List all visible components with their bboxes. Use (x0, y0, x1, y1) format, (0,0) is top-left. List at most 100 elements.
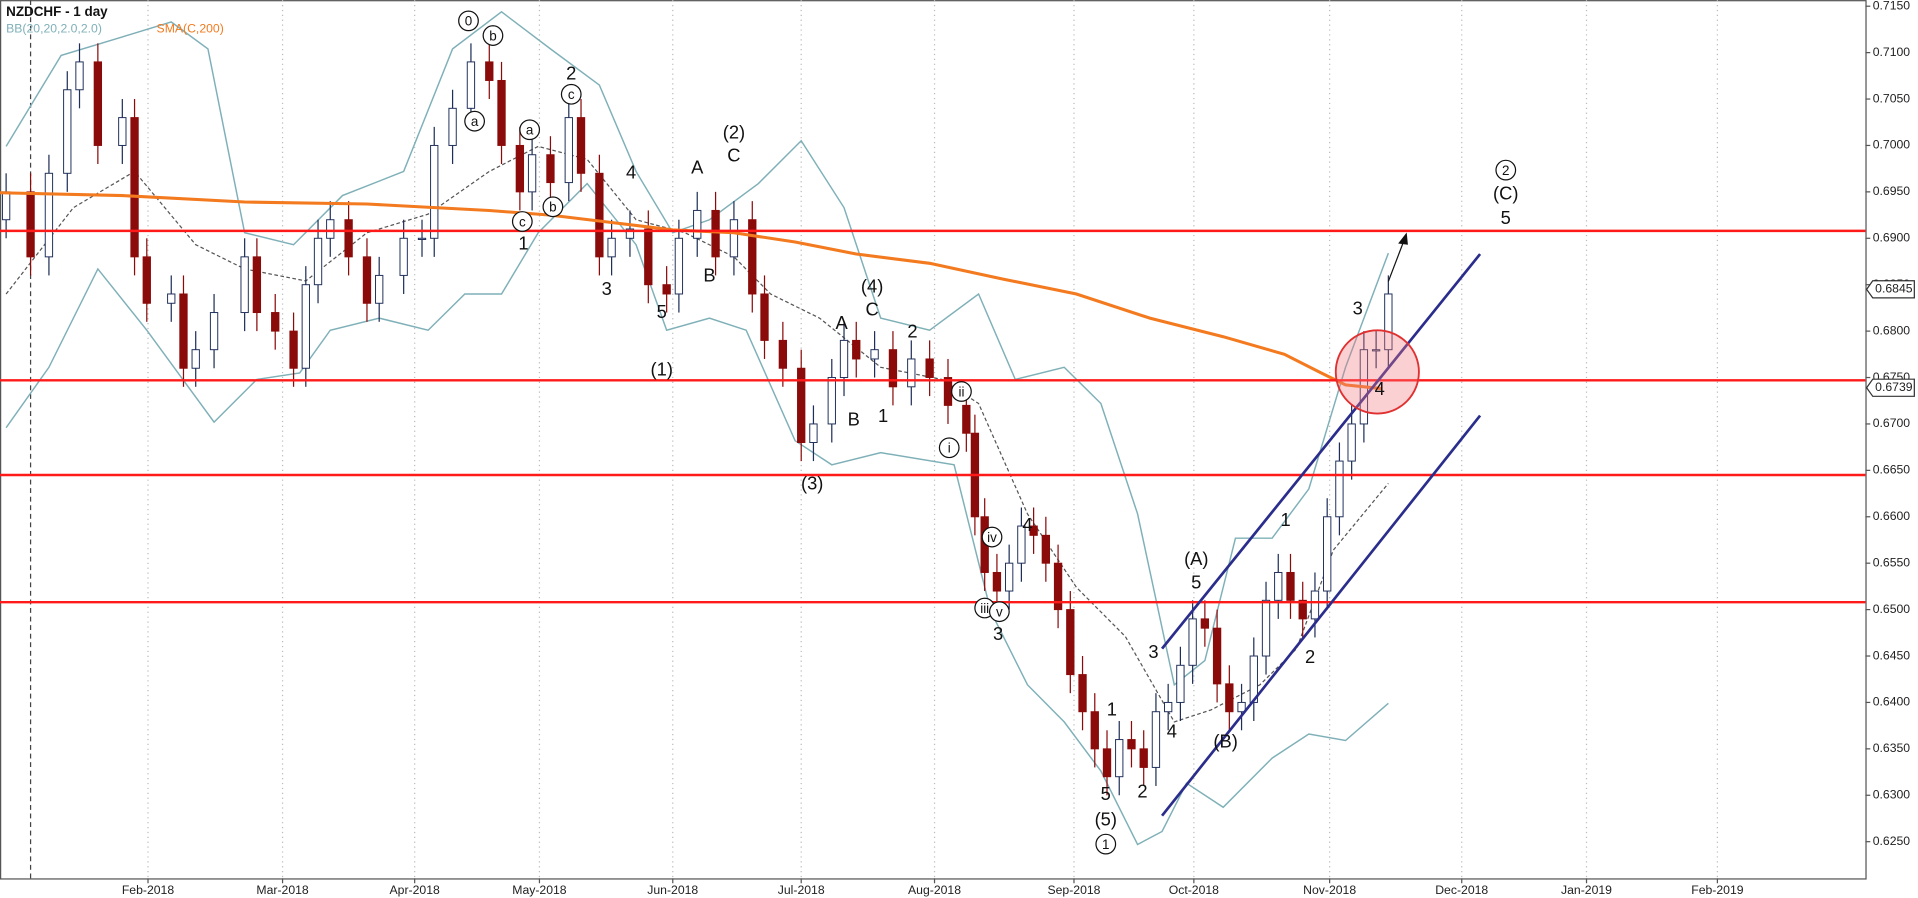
candle-body (63, 89, 72, 174)
candle-body (1371, 349, 1381, 352)
wave-label: 5 (657, 301, 667, 322)
x-tick-label: Jan-2019 (1561, 883, 1612, 897)
candle-body (1029, 525, 1038, 536)
candle-body (118, 117, 127, 146)
wave-label-circle (542, 196, 564, 218)
wave-label: (A) (1184, 548, 1208, 569)
candle-body (1017, 525, 1026, 564)
candle-body (191, 349, 200, 369)
wave-label: 4 (1022, 514, 1032, 535)
bollinger-upper (5, 10, 1390, 687)
wave-label-circle (458, 10, 479, 32)
candle-body (1066, 609, 1075, 676)
candle-body (1053, 562, 1063, 611)
candle-body (1212, 627, 1222, 685)
candle-body (607, 237, 616, 258)
candle-body (662, 284, 671, 295)
wave-label: a (526, 123, 534, 138)
price-marker: 0.6845 (1865, 280, 1915, 299)
wave-label: 1 (1107, 699, 1117, 720)
chart-title: NZDCHF - 1 day (6, 4, 108, 19)
wave-label-circle (519, 119, 541, 141)
wave-label: 1 (1280, 509, 1290, 530)
candle-body (1115, 739, 1124, 778)
wave-label-circle (1495, 159, 1517, 181)
y-tick-label: 0.6900 (1873, 231, 1911, 245)
wave-label: 3 (1353, 297, 1363, 318)
wave-label: 0 (465, 14, 472, 29)
channel-line (1161, 253, 1482, 650)
legend-entry: SMA(C,200) (157, 22, 224, 36)
wave-label-circle (464, 110, 486, 132)
candle-body (399, 237, 408, 276)
candle-body (797, 367, 806, 443)
wave-label: b (549, 200, 556, 215)
candle-body (485, 61, 494, 81)
candle-body (344, 219, 353, 258)
y-tick-label: 0.7050 (1873, 91, 1911, 105)
candle-body (1286, 571, 1295, 601)
candle-body (1041, 534, 1051, 564)
candle-body (167, 293, 176, 304)
y-tick-label: 0.7000 (1873, 138, 1911, 152)
candle-body (576, 117, 586, 174)
candle-body (1, 191, 11, 221)
candle-body (466, 61, 476, 109)
candle-body (546, 154, 555, 184)
wave-label: (5) (1095, 809, 1117, 830)
wave-label: 3 (602, 278, 612, 299)
plot-frame (0, 0, 1867, 880)
wave-label: A (691, 157, 704, 178)
candle-body (515, 144, 525, 193)
candle-body (527, 154, 537, 193)
candle-body (240, 256, 249, 314)
candle-body (75, 61, 84, 91)
wave-label: 2 (907, 321, 917, 342)
candle-body (1151, 711, 1161, 768)
wave-label: 4 (626, 162, 636, 183)
candle-body (729, 219, 739, 258)
wave-label-circle (951, 381, 972, 402)
candle-body (1139, 748, 1148, 768)
candle-body (301, 284, 310, 369)
wave-label: 5 (1501, 207, 1511, 228)
highlight-circle (1334, 329, 1420, 415)
wave-label-circle (988, 601, 1010, 623)
candle-body (644, 228, 653, 286)
wave-label: 3 (993, 623, 1003, 644)
candle-body (870, 349, 879, 360)
x-tick-label: Apr-2018 (390, 883, 440, 897)
candle-body (1102, 748, 1112, 778)
wave-label-circle (560, 83, 582, 105)
wave-label: A (835, 312, 848, 333)
candle-body (1188, 618, 1197, 666)
candle-body (827, 377, 836, 425)
x-tick-label: Mar-2018 (256, 883, 308, 897)
wave-label: 2 (566, 63, 576, 84)
wave-label: 5 (1101, 783, 1111, 804)
wave-label: 3 (1148, 641, 1158, 662)
wave-label: b (489, 28, 496, 43)
candle-body (26, 191, 35, 258)
wave-label: 2 (1502, 163, 1509, 178)
wave-label: C (727, 144, 740, 165)
candle-body (907, 358, 916, 388)
candle-body (252, 256, 262, 314)
wave-label: iii (980, 601, 989, 616)
wave-label: B (703, 264, 715, 285)
candle-body (1176, 664, 1185, 703)
wave-label: 1 (518, 233, 528, 254)
wave-label-circle (938, 437, 960, 459)
candle-body (943, 377, 953, 406)
y-tick-label: 0.6300 (1873, 787, 1911, 801)
wave-label: B (848, 409, 860, 430)
y-tick-label: 0.6600 (1873, 509, 1911, 523)
candle-body (1164, 701, 1173, 713)
x-tick-label: Feb-2018 (122, 883, 175, 897)
x-tick-label: Oct-2018 (1169, 883, 1219, 897)
candle-body (674, 237, 684, 295)
wave-label-circle (981, 526, 1003, 548)
price-marker-label: 0.6739 (1875, 380, 1913, 394)
